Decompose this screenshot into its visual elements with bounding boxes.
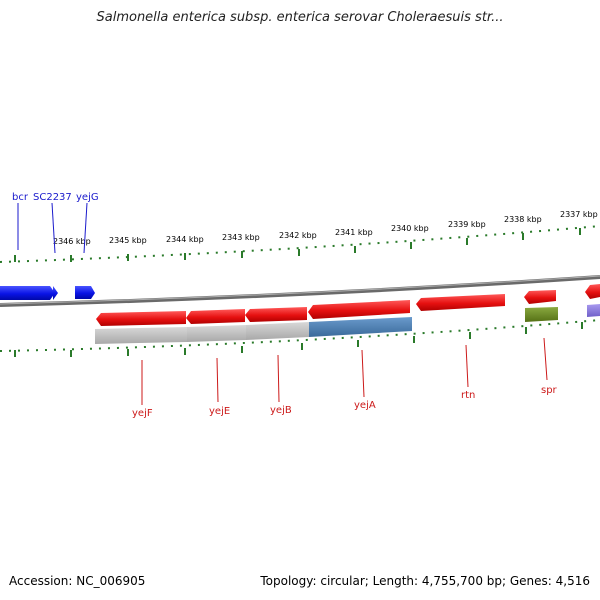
scale-label: 2338 kbp <box>504 215 542 224</box>
gene-yejb[interactable] <box>245 307 307 322</box>
scale-label: 2345 kbp <box>109 236 147 245</box>
scale-label: 2342 kbp <box>279 231 317 240</box>
gene-partial-right[interactable] <box>585 284 600 299</box>
genome-stats: Topology: circular; Length: 4,755,700 bp… <box>260 574 590 588</box>
gene-label-yejg[interactable]: yejG <box>76 192 99 203</box>
cog-bar-yejb <box>246 322 309 340</box>
gene-label-bcr[interactable]: bcr <box>12 192 29 203</box>
gene-spr[interactable] <box>524 290 556 304</box>
accession-label: Accession: NC_006905 <box>9 574 146 588</box>
top-gene-labels: bcr SC2237 yejG <box>12 192 99 254</box>
gene-bcr[interactable] <box>0 286 55 300</box>
gene-label-yeja[interactable]: yejA <box>354 400 376 411</box>
cog-bar-yeja <box>309 317 412 337</box>
category-bars <box>95 304 600 344</box>
ruler-bottom-major-ticks <box>14 322 583 357</box>
gene-label-rtn[interactable]: rtn <box>461 390 475 401</box>
gene-sc2237[interactable] <box>53 286 58 300</box>
gene-label-yeje[interactable]: yejE <box>209 406 230 417</box>
cog-bar-yeje <box>187 325 246 342</box>
gene-rtn[interactable] <box>416 294 505 311</box>
scale-labels: 2346 kbp 2345 kbp 2344 kbp 2343 kbp 2342… <box>53 210 598 246</box>
cog-bar-partial-right <box>587 304 600 317</box>
gene-label-sc2237[interactable]: SC2237 <box>33 192 72 203</box>
reverse-genes <box>96 284 600 326</box>
forward-genes <box>0 286 95 300</box>
genome-backbone <box>0 275 600 307</box>
gene-label-yejf[interactable]: yejF <box>132 408 153 419</box>
scale-label: 2337 kbp <box>560 210 598 219</box>
cog-bar-yejf <box>95 327 187 344</box>
scale-label: 2341 kbp <box>335 228 373 237</box>
gene-yejf[interactable] <box>96 311 186 326</box>
cog-bar-spr <box>525 307 558 322</box>
gene-yejg[interactable] <box>75 286 95 299</box>
scale-label: 2344 kbp <box>166 235 204 244</box>
bottom-gene-labels: yejF yejE yejB yejA rtn spr <box>132 337 558 419</box>
gene-label-yejb[interactable]: yejB <box>270 405 292 416</box>
scale-label: 2340 kbp <box>391 224 429 233</box>
scale-label: 2339 kbp <box>448 220 486 229</box>
gene-yeje[interactable] <box>186 309 245 324</box>
ruler-top-major-ticks <box>14 228 581 262</box>
gene-label-spr[interactable]: spr <box>541 385 558 396</box>
scale-label: 2343 kbp <box>222 233 260 242</box>
gene-yeja[interactable] <box>308 300 410 319</box>
scale-label: 2346 kbp <box>53 237 91 246</box>
map-title: Salmonella enterica subsp. enterica sero… <box>96 10 504 25</box>
